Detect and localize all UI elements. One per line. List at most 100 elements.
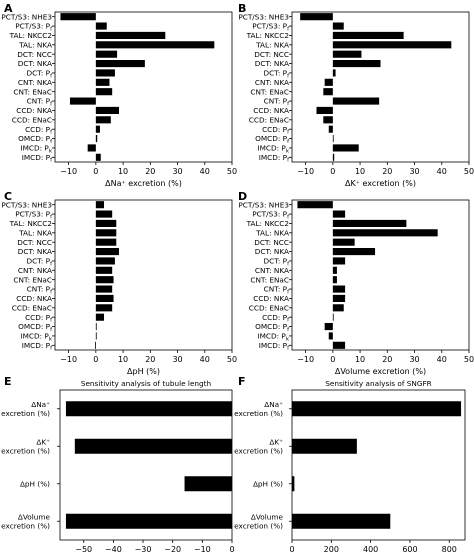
bar	[95, 332, 97, 340]
bar	[332, 341, 346, 349]
panel-label: A	[4, 2, 13, 15]
x-tick-label: 50	[464, 355, 474, 364]
bar	[95, 135, 98, 143]
x-tick-label: 30	[409, 355, 419, 364]
x-tick-label: −10	[297, 355, 314, 364]
bar	[323, 116, 333, 124]
category-label: CCD: ENaC	[12, 115, 52, 124]
bar	[95, 201, 105, 209]
x-tick-label: 10	[355, 355, 365, 364]
bar	[332, 285, 346, 293]
bar	[95, 106, 119, 114]
bar	[332, 153, 335, 161]
category-label: IMCD: Pf	[259, 153, 290, 164]
bar	[95, 276, 114, 284]
category-label: CNT: ENaC	[13, 275, 52, 284]
plot-frame	[291, 389, 466, 541]
x-tick-label: −50	[75, 545, 92, 554]
bar	[292, 476, 295, 492]
category-label: IMCD: Pf	[22, 341, 53, 352]
bar	[95, 285, 113, 293]
category-label: DCT: NCC	[17, 238, 52, 247]
category-label: CNT: Pf	[27, 285, 53, 296]
bar	[65, 401, 233, 417]
bar	[74, 438, 233, 454]
bar	[87, 144, 96, 152]
category-label: OMCD: Pf	[255, 134, 290, 145]
plot-frame	[54, 199, 233, 351]
category-label: DCT: NKA	[18, 59, 52, 68]
category-label: CCD: Pf	[262, 313, 290, 324]
category-label: CNT: Pf	[264, 285, 290, 296]
category-label: PCT/S3: NHE3	[1, 200, 52, 209]
category-label: CNT: ENaC	[250, 87, 289, 96]
bar	[95, 31, 166, 39]
category-label: CCD: Pf	[25, 125, 53, 136]
bar	[95, 341, 96, 349]
category-label: IMCD: Pk	[257, 332, 289, 343]
bar	[323, 88, 333, 96]
category-label: CNT: ENaC	[250, 275, 289, 284]
category-label: DCT: NCC	[17, 50, 52, 59]
bar	[332, 229, 438, 237]
category-label: DCT: NKA	[255, 59, 289, 68]
category-label: PCT/S3: Pf	[252, 22, 290, 33]
bar	[292, 401, 462, 417]
bar	[324, 78, 333, 86]
x-tick-label: 10	[118, 167, 128, 176]
x-tick-label: 200	[324, 545, 339, 554]
bar	[95, 22, 107, 30]
x-tick-label: 0	[93, 355, 98, 364]
category-label: DCT: NCC	[254, 50, 289, 59]
bar	[95, 323, 97, 331]
bar	[332, 97, 380, 105]
x-tick-label: −10	[297, 167, 314, 176]
panel-label: E	[4, 375, 12, 388]
x-tick-label: 20	[145, 167, 155, 176]
plot-frame	[291, 199, 470, 351]
category-label: ΔK⁺ excretion (%)	[1, 437, 50, 455]
category-label: PCT/S3: Pf	[15, 22, 53, 33]
bar	[184, 476, 232, 492]
bar	[292, 438, 357, 454]
bar	[95, 257, 115, 265]
bar	[292, 513, 391, 529]
x-axis-label: ΔVolume excretion (%)	[335, 367, 426, 376]
category-label: ΔpH (%)	[20, 479, 50, 488]
bar	[69, 97, 96, 105]
x-tick-label: 10	[355, 167, 365, 176]
bar	[332, 276, 337, 284]
category-label: CNT: NKA	[255, 266, 289, 275]
category-label: TAL: NKCC2	[9, 31, 52, 40]
bar	[332, 248, 376, 256]
panel-label: F	[238, 375, 246, 388]
bar	[95, 229, 117, 237]
bar	[332, 50, 362, 58]
bar	[332, 304, 344, 312]
category-label: PCT/S3: NHE3	[238, 12, 289, 21]
category-label: ΔVolume excretion (%)	[1, 512, 50, 530]
x-tick-label: 30	[409, 167, 419, 176]
chart-title: Sensitivity analysis of tubule length	[81, 379, 211, 388]
x-tick-label: 40	[437, 167, 447, 176]
category-label: DCT: Pf	[264, 69, 291, 80]
x-tick-label: −10	[194, 545, 211, 554]
x-tick-label: 50	[227, 167, 237, 176]
x-tick-label: 40	[200, 355, 210, 364]
bar	[95, 238, 117, 246]
category-label: CCD: Pf	[262, 125, 290, 136]
bar	[95, 294, 114, 302]
bar	[95, 50, 118, 58]
bar	[332, 219, 407, 227]
x-tick-label: 20	[145, 355, 155, 364]
category-label: CNT: Pf	[27, 97, 53, 108]
category-label: CCD: Pf	[25, 313, 53, 324]
x-tick-label: 0	[330, 355, 335, 364]
category-label: CCD: NKA	[253, 106, 289, 115]
category-label: PCT/S3: NHE3	[238, 200, 289, 209]
bar	[332, 41, 452, 49]
bar	[65, 513, 233, 529]
bar	[95, 116, 111, 124]
